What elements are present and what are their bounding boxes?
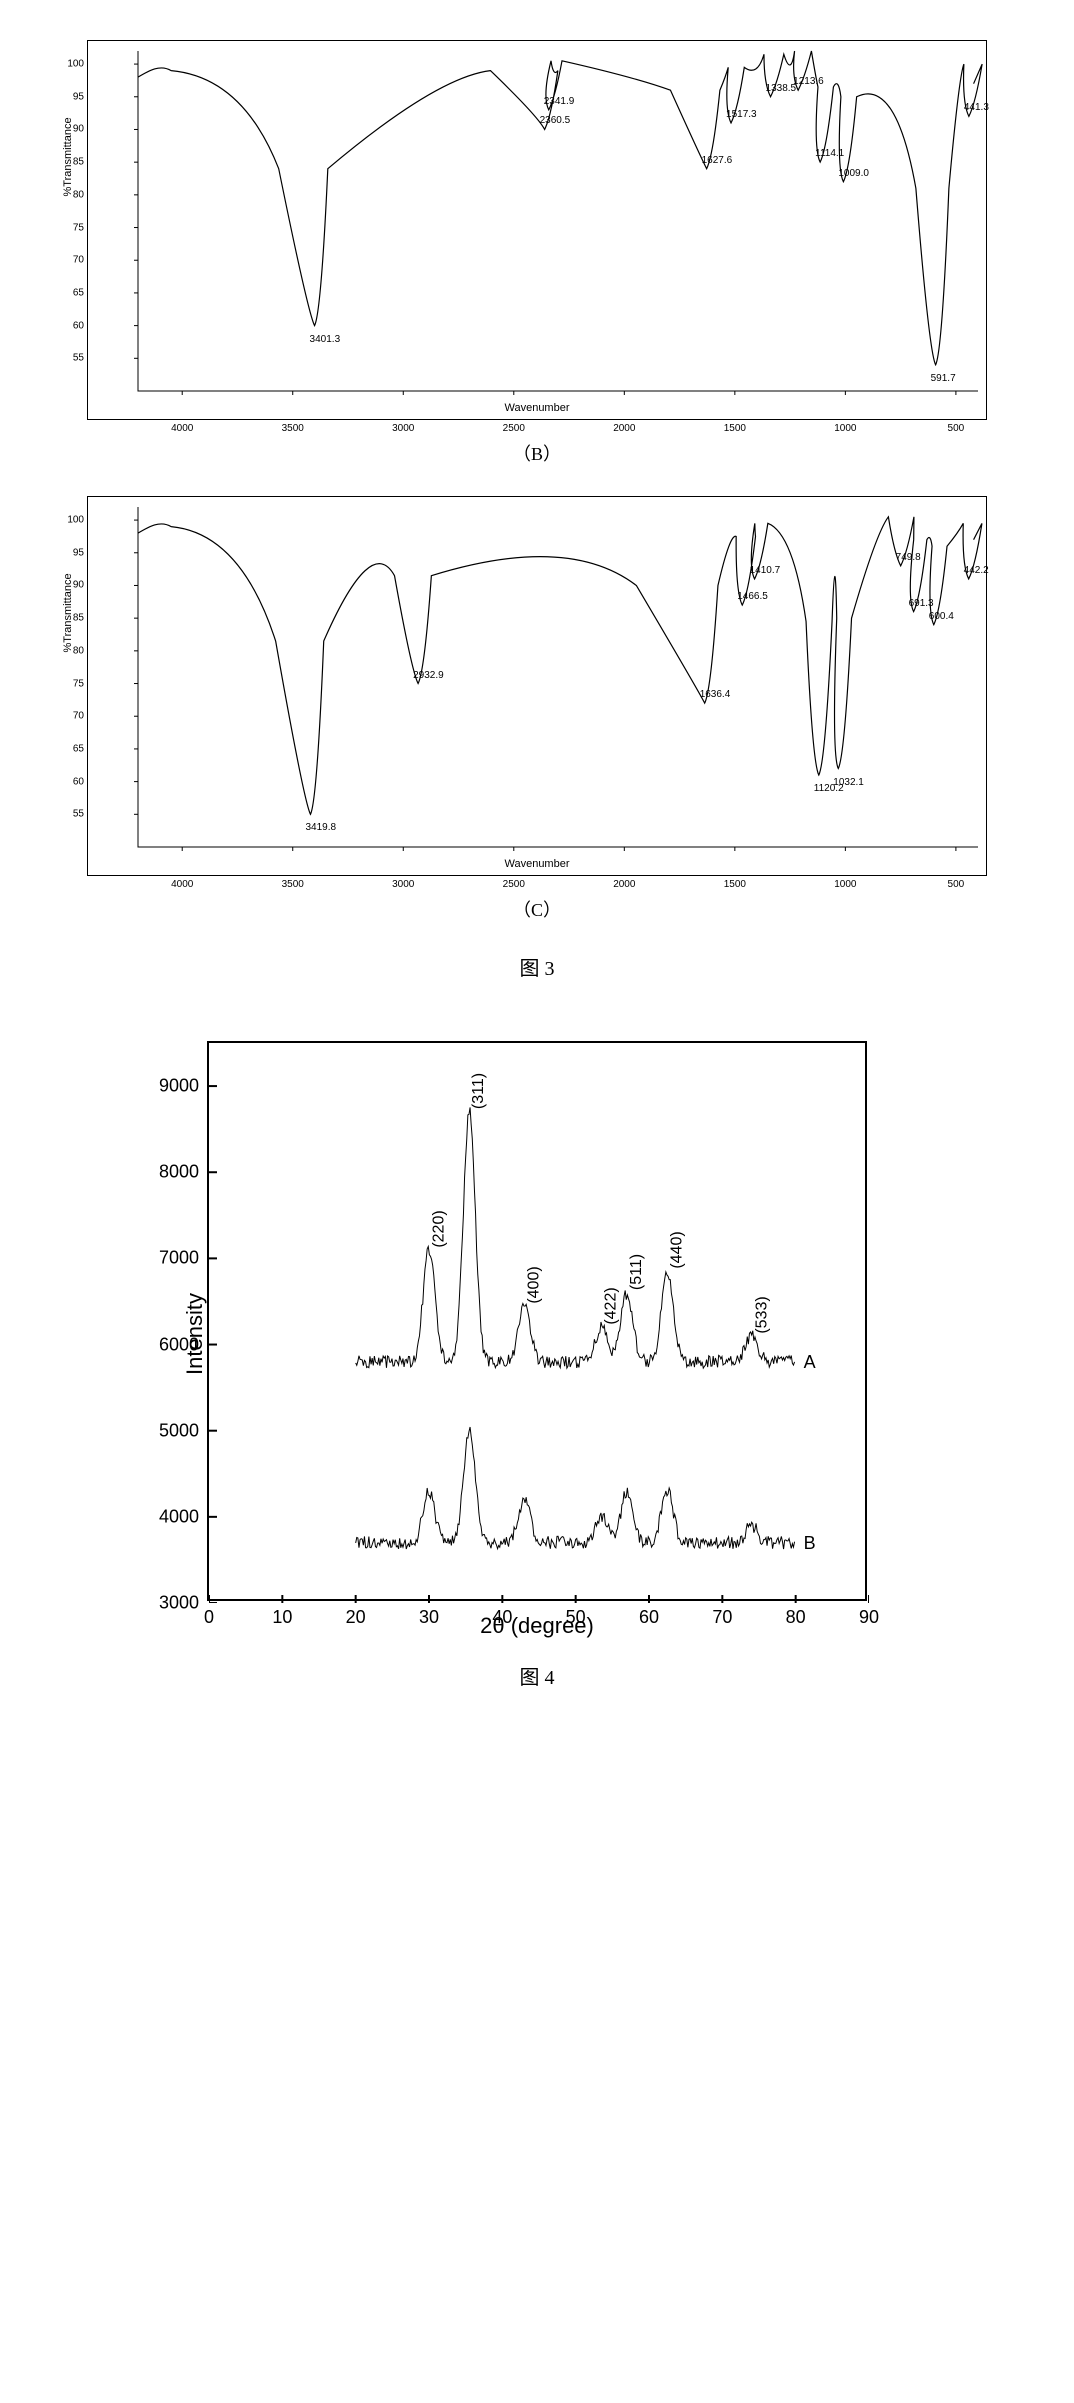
y-tick-label: 75	[73, 678, 84, 689]
y-tick-label: 70	[73, 255, 84, 266]
peak-label: 2932.9	[413, 670, 444, 681]
xrd-y-tick: 9000	[159, 1076, 199, 1097]
x-tick-label: 3500	[282, 423, 304, 434]
xrd-pattern: Intensity 2θ (degree) 300040005000600070…	[207, 1041, 867, 1601]
peak-label: 1466.5	[737, 591, 768, 602]
y-tick-label: 100	[67, 515, 84, 526]
x-tick-label: 4000	[171, 423, 193, 434]
x-tick-label: 1000	[834, 879, 856, 890]
xrd-y-tick: 7000	[159, 1248, 199, 1269]
peak-label: 1627.6	[702, 155, 733, 166]
peak-label: 3419.8	[305, 822, 336, 833]
y-tick-label: 65	[73, 287, 84, 298]
trace-label: A	[804, 1352, 816, 1373]
ir-spectrum-c: %Transmittance 5560657075808590951004000…	[87, 496, 987, 876]
peak-label: 749.8	[896, 552, 921, 563]
peak-label: 2360.5	[540, 115, 571, 126]
xrd-x-tick: 60	[639, 1607, 659, 1628]
y-tick-label: 95	[73, 547, 84, 558]
xrd-x-tick: 50	[566, 1607, 586, 1628]
y-tick-label: 90	[73, 124, 84, 135]
miller-index-label: (511)	[628, 1254, 646, 1290]
y-tick-label: 95	[73, 91, 84, 102]
chart-c-svg	[88, 497, 988, 877]
x-tick-label: 1500	[724, 879, 746, 890]
x-tick-label: 3000	[392, 879, 414, 890]
peak-label: 3401.3	[310, 334, 341, 345]
xrd-x-tick: 80	[786, 1607, 806, 1628]
x-tick-label: 500	[948, 423, 965, 434]
xrd-y-tick: 3000	[159, 1593, 199, 1614]
peak-label: 1032.1	[833, 777, 864, 788]
x-tick-label: 2000	[613, 423, 635, 434]
y-tick-label: 85	[73, 613, 84, 624]
x-tick-label: 2500	[503, 423, 525, 434]
peak-label: 1114.1	[815, 148, 844, 159]
xrd-x-tick: 20	[346, 1607, 366, 1628]
miller-index-label: (533)	[753, 1296, 771, 1333]
y-tick-label: 90	[73, 580, 84, 591]
x-tick-label: 1500	[724, 423, 746, 434]
peak-label: 2341.9	[544, 96, 575, 107]
figure-3-label: 图 3	[20, 952, 1054, 981]
ir-spectrum-b: %Transmittance 5560657075808590951004000…	[87, 40, 987, 420]
peak-label: 1213.6	[793, 76, 824, 87]
chart-b-xlabel: Wavenumber	[504, 402, 569, 414]
x-tick-label: 2000	[613, 879, 635, 890]
peak-label: 441.3	[964, 102, 989, 113]
x-tick-label: 2500	[503, 879, 525, 890]
miller-index-label: (220)	[431, 1210, 449, 1247]
miller-index-label: (422)	[603, 1288, 621, 1325]
y-tick-label: 55	[73, 353, 84, 364]
peak-label: 591.7	[931, 373, 956, 384]
x-tick-label: 4000	[171, 879, 193, 890]
xrd-y-tick: 5000	[159, 1420, 199, 1441]
x-tick-label: 3500	[282, 879, 304, 890]
trace-label: B	[804, 1533, 816, 1554]
y-tick-label: 60	[73, 776, 84, 787]
xrd-y-tick: 8000	[159, 1162, 199, 1183]
xrd-x-tick: 0	[204, 1607, 214, 1628]
peak-label: 691.3	[909, 598, 934, 609]
figure-4-label: 图 4	[20, 1661, 1054, 1690]
xrd-x-tick: 70	[712, 1607, 732, 1628]
y-tick-label: 65	[73, 743, 84, 754]
xrd-x-tick: 90	[859, 1607, 879, 1628]
peak-label: 1517.3	[726, 109, 757, 120]
peak-label: 1410.7	[750, 565, 781, 576]
miller-index-label: (400)	[526, 1266, 544, 1303]
xrd-x-tick: 40	[492, 1607, 512, 1628]
xrd-y-tick: 6000	[159, 1334, 199, 1355]
y-tick-label: 100	[67, 59, 84, 70]
y-tick-label: 60	[73, 320, 84, 331]
xrd-x-tick: 30	[419, 1607, 439, 1628]
y-tick-label: 75	[73, 222, 84, 233]
miller-index-label: (311)	[470, 1073, 488, 1109]
y-tick-label: 70	[73, 711, 84, 722]
xrd-y-tick: 4000	[159, 1506, 199, 1527]
miller-index-label: (440)	[669, 1232, 687, 1269]
y-tick-label: 80	[73, 189, 84, 200]
peak-label: 600.4	[929, 611, 954, 622]
y-tick-label: 85	[73, 157, 84, 168]
subfigure-b-label: （B）	[20, 440, 1054, 466]
peak-label: 1338.5	[766, 83, 797, 94]
x-tick-label: 1000	[834, 423, 856, 434]
peak-label: 1636.4	[700, 689, 731, 700]
x-tick-label: 3000	[392, 423, 414, 434]
chart-c-xlabel: Wavenumber	[504, 858, 569, 870]
chart-b-svg	[88, 41, 988, 421]
xrd-x-tick: 10	[272, 1607, 292, 1628]
subfigure-c-label: （C）	[20, 896, 1054, 922]
y-tick-label: 55	[73, 809, 84, 820]
peak-label: 442.2	[964, 565, 989, 576]
peak-label: 1009.0	[838, 168, 869, 179]
x-tick-label: 500	[948, 879, 965, 890]
y-tick-label: 80	[73, 645, 84, 656]
